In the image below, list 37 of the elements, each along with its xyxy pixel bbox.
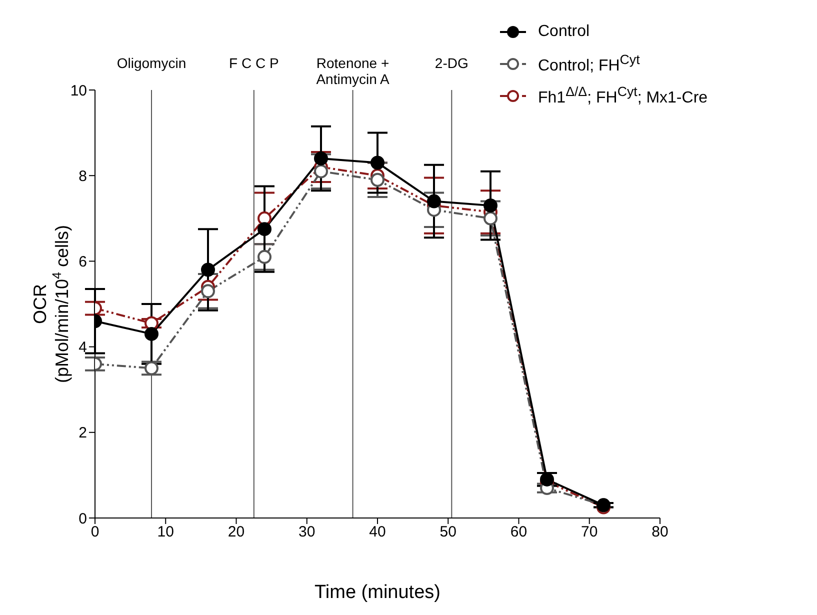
point xyxy=(370,172,384,187)
x-tick-label: 10 xyxy=(157,524,174,541)
legend-label: Fh1$^{Δ/Δ}$; FH$^{Cyt}$; Mx1-Cre xyxy=(538,84,708,108)
point xyxy=(484,198,498,213)
ref-line-label: F C C P xyxy=(229,55,279,71)
x-tick-label: 60 xyxy=(510,524,528,541)
x-tick-label: 0 xyxy=(90,524,100,541)
y-tick-label: 0 xyxy=(78,510,87,528)
y-tick-label: 4 xyxy=(78,339,87,356)
x-tick-label: 50 xyxy=(440,524,456,541)
y-tick-label: 10 xyxy=(70,82,87,100)
point xyxy=(314,164,328,178)
point xyxy=(201,262,215,277)
point xyxy=(144,326,158,341)
y-tick-label: 2 xyxy=(78,424,87,442)
legend-label: Control; FH$^{Cyt}$ xyxy=(538,52,640,76)
ref-line-label: Rotenone + Antimycin A xyxy=(316,55,390,87)
x-tick-label: 30 xyxy=(298,524,316,541)
x-tick-label: 40 xyxy=(369,524,386,541)
ref-line-label: 2-DG xyxy=(434,55,468,71)
x-tick-label: 70 xyxy=(581,524,598,541)
point xyxy=(370,156,384,170)
x-tick-label: 20 xyxy=(228,524,245,541)
ref-line-label: Oligomycin xyxy=(116,55,186,71)
point xyxy=(314,151,328,166)
point xyxy=(484,211,498,226)
y-tick-label: 6 xyxy=(78,254,87,271)
legend-label: Control xyxy=(538,23,590,41)
y-tick-label: 8 xyxy=(78,168,87,185)
x-axis-title: Time (minutes) xyxy=(314,582,440,603)
point xyxy=(427,194,441,208)
point xyxy=(201,284,215,298)
point xyxy=(540,472,554,486)
point xyxy=(258,222,272,236)
point xyxy=(258,250,272,264)
point xyxy=(144,361,158,376)
x-tick-label: 80 xyxy=(652,524,668,541)
